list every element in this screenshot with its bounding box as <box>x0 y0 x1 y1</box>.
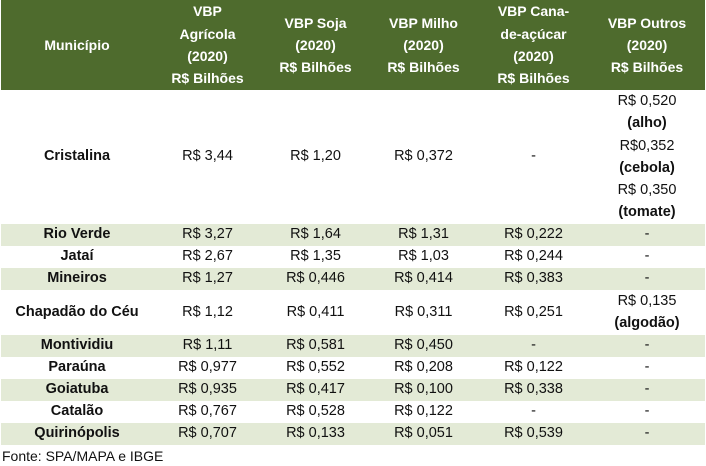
cell-cana: - <box>531 403 536 420</box>
table-row: Rio Verde R$ 3,27 R$ 1,64 R$ 1,31 R$ 0,222- <box>1 223 705 246</box>
source-note: Fonte: SPA/MAPA e IBGE <box>2 448 164 464</box>
cell-cana: R$ 0,338 <box>478 378 589 401</box>
table-row: Chapadão do Céu R$ 1,12 R$ 0,411 R$ 0,311 R$… <box>1 290 705 335</box>
table-row: Cristalina R$ 3,44 R$ 1,20 R$ 0,372 - R$ 0,52… <box>1 90 705 224</box>
cell-agricola: R$ 1,11 <box>153 334 262 357</box>
cell-milho: R$ 0,122 <box>394 403 453 420</box>
header-cana: VBP Cana-de-açúcar (2020) R$ Bilhões <box>478 0 589 90</box>
cell-soja: R$ 0,446 <box>262 267 369 290</box>
cell-soja: R$ 0,581 <box>262 334 369 357</box>
cell-outros: - <box>644 248 650 265</box>
cell-soja: R$ 0,411 <box>286 303 345 320</box>
cell-agricola: R$ 1,27 <box>153 267 262 290</box>
cell-cana: - <box>531 148 536 165</box>
table-row: Montividiu R$ 1,11 R$ 0,581 R$ 0,450- - <box>1 334 705 357</box>
cell-outros: - <box>589 267 705 290</box>
vbp-table: Município VBP Agrícola (2020) R$ Bilhões VB… <box>1 0 705 445</box>
cell-soja: R$ 0,133 <box>262 422 369 445</box>
cell-agricola: R$ 3,27 <box>153 223 262 246</box>
cell-outros: - <box>644 359 650 376</box>
cell-cana: R$ 0,222 <box>478 223 589 246</box>
cell-cana: R$ 0,539 <box>478 422 589 445</box>
cell-municipio: Montividiu <box>1 334 153 357</box>
header-outros: VBP Outros (2020) R$ Bilhões <box>589 0 705 90</box>
cell-outros: - <box>644 403 650 420</box>
header-milho: VBP Milho (2020) R$ Bilhões <box>369 0 478 90</box>
cell-milho: R$ 1,03 <box>398 248 449 265</box>
cell-cana: R$ 0,251 <box>504 303 563 320</box>
cell-agricola: R$ 0,767 <box>178 403 237 420</box>
table-row: Mineiros R$ 1,27 R$ 0,446 R$ 0,414 R$ 0,383- <box>1 267 705 290</box>
cell-agricola: R$ 0,935 <box>153 378 262 401</box>
table-row: Quirinópolis R$ 0,707 R$ 0,133 R$ 0,051 R$ 0… <box>1 422 705 445</box>
cell-municipio: Catalão <box>50 403 104 420</box>
cell-cana: R$ 0,244 <box>504 248 563 265</box>
cell-agricola: R$ 3,44 <box>182 148 233 165</box>
cell-agricola: R$ 0,707 <box>153 422 262 445</box>
cell-milho: R$ 0,311 <box>394 303 453 320</box>
header-municipio: Município <box>1 0 153 90</box>
cell-soja: R$ 0,552 <box>286 359 345 376</box>
cell-milho: R$ 0,414 <box>369 267 478 290</box>
cell-municipio: Cristalina <box>43 148 111 165</box>
table-row: Paraúna R$ 0,977 R$ 0,552 R$ 0,208 R$ 0,122 - <box>1 357 705 379</box>
cell-agricola: R$ 1,12 <box>182 303 233 320</box>
cell-soja: R$ 1,35 <box>290 248 341 265</box>
cell-outros: - <box>589 334 705 357</box>
header-soja: VBP Soja (2020) R$ Bilhões <box>262 0 369 90</box>
cell-agricola: R$ 0,977 <box>178 359 237 376</box>
cell-milho: R$ 0,100 <box>369 378 478 401</box>
cell-municipio: Mineiros <box>1 267 153 290</box>
cell-outros: R$ 0,135 (algodão) <box>614 292 680 332</box>
table-row: Goiatuba R$ 0,935 R$ 0,417 R$ 0,100 R$ 0,338… <box>1 378 705 401</box>
cell-soja: R$ 0,417 <box>262 378 369 401</box>
cell-municipio: Rio Verde <box>1 223 153 246</box>
table-body: Cristalina R$ 3,44 R$ 1,20 R$ 0,372- R$ 0,52… <box>1 90 705 445</box>
table-row: Catalão R$ 0,767 R$ 0,528 R$ 0,122 - - <box>1 401 705 423</box>
cell-outros: - <box>589 223 705 246</box>
cell-milho: R$ 0,372 <box>394 148 453 165</box>
cell-cana: R$ 0,383 <box>478 267 589 290</box>
cell-municipio: Chapadão do Céu <box>15 303 139 320</box>
cell-municipio: Quirinópolis <box>1 422 153 445</box>
cell-municipio: Paraúna <box>48 359 106 376</box>
header-row: Município VBP Agrícola (2020) R$ Bilhões VB… <box>1 0 705 90</box>
cell-outros: - <box>589 422 705 445</box>
cell-cana: - <box>478 334 589 357</box>
cell-agricola: R$ 2,67 <box>182 248 233 265</box>
cell-outros: - <box>589 378 705 401</box>
cell-soja: R$ 0,528 <box>286 403 345 420</box>
cell-milho: R$ 0,051 <box>369 422 478 445</box>
cell-milho: R$ 0,450 <box>369 334 478 357</box>
header-agricola: VBP Agrícola (2020) R$ Bilhões <box>153 0 262 90</box>
cell-milho: R$ 1,31 <box>369 223 478 246</box>
cell-outros: R$ 0,520 (alho) R$0,352 (cebola) R$ 0,350 (to… <box>617 93 677 221</box>
cell-soja: R$ 1,20 <box>290 148 341 165</box>
cell-municipio: Jataí <box>60 248 94 265</box>
cell-milho: R$ 0,208 <box>394 359 453 376</box>
table-row: Jataí R$ 2,67 R$ 1,35 R$ 1,03 R$ 0,244 - <box>1 246 705 268</box>
cell-municipio: Goiatuba <box>1 378 153 401</box>
cell-cana: R$ 0,122 <box>504 359 563 376</box>
cell-soja: R$ 1,64 <box>262 223 369 246</box>
